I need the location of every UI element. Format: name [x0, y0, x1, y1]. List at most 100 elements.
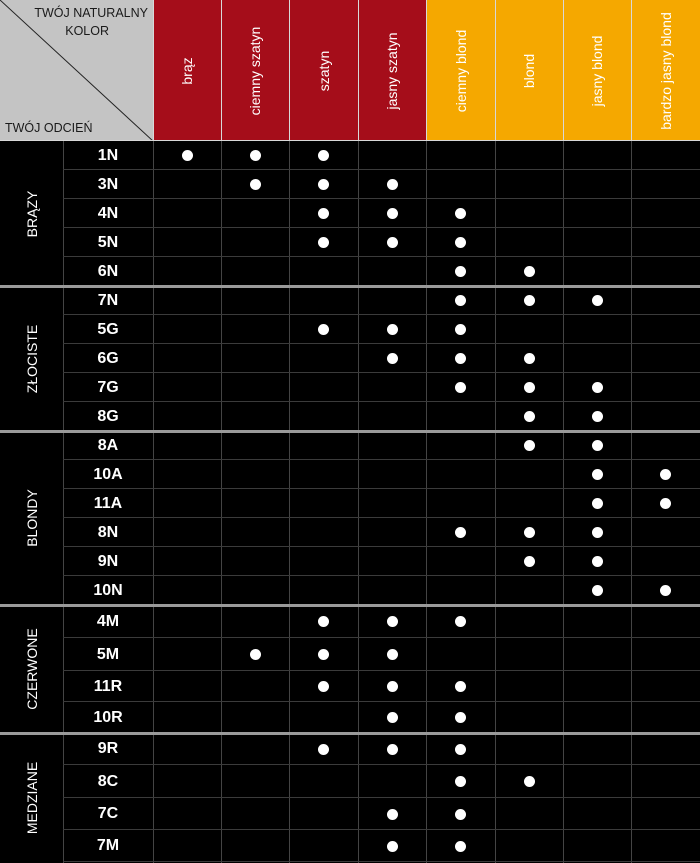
group-label: CZERWONE	[0, 605, 63, 733]
shade-label: 1N	[97, 147, 119, 164]
group-label: BLONDY	[0, 431, 63, 605]
column-header: brąz	[153, 0, 221, 141]
header-divider	[289, 0, 290, 141]
row-divider	[63, 459, 700, 460]
grid-line-vertical	[221, 141, 222, 863]
match-dot	[318, 179, 329, 190]
shade-label: 9R	[97, 740, 119, 757]
match-dot	[660, 498, 671, 509]
match-dot	[318, 616, 329, 627]
match-dot	[591, 527, 603, 538]
group-separator	[0, 285, 700, 288]
natural-color-label-line1: TWÓJ NATURALNY	[34, 6, 148, 20]
match-dot	[386, 743, 398, 755]
grid-line-vertical	[563, 141, 564, 863]
row-divider	[63, 764, 700, 765]
row-divider	[63, 343, 700, 344]
match-dot	[455, 295, 466, 306]
shade-label: 7C	[97, 805, 119, 822]
corner-header: TWÓJ NATURALNY KOLOR TWÓJ ODCIEŃ	[0, 0, 153, 141]
match-dot	[386, 840, 398, 852]
row-divider	[63, 861, 700, 862]
column-header-label: ciemny blond	[452, 29, 469, 112]
grid-line-vertical	[495, 141, 496, 863]
shade-label: 11R	[93, 678, 123, 695]
shade-label: 8G	[97, 408, 119, 425]
match-dot	[591, 556, 603, 567]
header-divider	[221, 0, 222, 141]
match-dot	[455, 808, 466, 820]
header-bottom-line	[0, 140, 700, 141]
shade-label: TWÓJ ODCIEŃ	[5, 121, 93, 135]
row-divider	[63, 401, 700, 402]
shade-label: 3N	[97, 176, 119, 193]
shade-label: 8A	[97, 437, 119, 454]
row-divider	[63, 169, 700, 170]
column-header: jasny szatyn	[358, 0, 426, 141]
match-dot	[455, 712, 466, 723]
match-dot	[318, 324, 329, 335]
header-divider	[358, 0, 359, 141]
group-label-text: CZERWONE	[23, 628, 40, 710]
match-dot	[660, 585, 671, 596]
shade-label: 8N	[97, 524, 119, 541]
match-dot	[318, 743, 329, 755]
column-header: ciemny blond	[426, 0, 495, 141]
match-dot	[523, 266, 535, 277]
header-divider	[153, 0, 154, 141]
match-dot	[523, 382, 535, 393]
group-label: ZŁOCISTE	[0, 286, 63, 431]
match-dot	[386, 808, 398, 820]
group-label-text: MEDZIANE	[23, 761, 40, 834]
group-label: MEDZIANE	[0, 733, 63, 862]
grid-line-vertical	[631, 141, 632, 863]
match-dot	[591, 498, 603, 509]
shade-label: 5M	[96, 646, 120, 663]
match-dot	[591, 382, 603, 393]
shade-label: 10R	[93, 709, 123, 726]
shade-label: 6N	[97, 263, 119, 280]
row-divider	[63, 517, 700, 518]
column-header-label: szatyn	[315, 50, 332, 91]
match-dot	[318, 237, 329, 248]
shade-label: 4N	[97, 205, 119, 222]
row-divider	[63, 670, 700, 671]
match-dot	[455, 840, 466, 852]
grid-line-vertical	[426, 141, 427, 863]
column-header-label: ciemny szatyn	[247, 26, 263, 115]
match-dot	[455, 776, 466, 787]
column-header: szatyn	[289, 0, 358, 141]
grid-line-vertical	[289, 141, 290, 863]
match-dot	[386, 649, 398, 660]
match-dot	[386, 179, 398, 190]
header-divider	[495, 0, 496, 141]
match-dot	[249, 649, 261, 660]
match-dot	[455, 324, 466, 335]
row-divider	[63, 372, 700, 373]
match-dot	[523, 295, 535, 306]
header-divider	[426, 0, 427, 141]
group-separator	[0, 430, 700, 433]
match-dot	[318, 150, 329, 161]
match-dot	[523, 411, 535, 422]
match-dot	[591, 585, 603, 596]
header-divider	[631, 0, 632, 141]
column-header-label: blond	[521, 53, 537, 88]
column-header: ciemny szatyn	[221, 0, 289, 141]
match-dot	[249, 150, 261, 161]
match-dot	[386, 712, 398, 723]
row-divider	[63, 701, 700, 702]
match-dot	[591, 295, 603, 306]
group-separator	[0, 604, 700, 607]
row-divider	[63, 256, 700, 257]
match-dot	[386, 681, 398, 692]
match-dot	[455, 208, 466, 219]
grid-line-vertical	[153, 141, 154, 863]
match-dot	[455, 743, 466, 755]
match-dot	[455, 527, 466, 538]
column-header: blond	[495, 0, 563, 141]
match-dot	[386, 616, 398, 627]
natural-color-label-line2: KOLOR	[65, 24, 109, 38]
shade-label: 7N	[97, 292, 119, 309]
